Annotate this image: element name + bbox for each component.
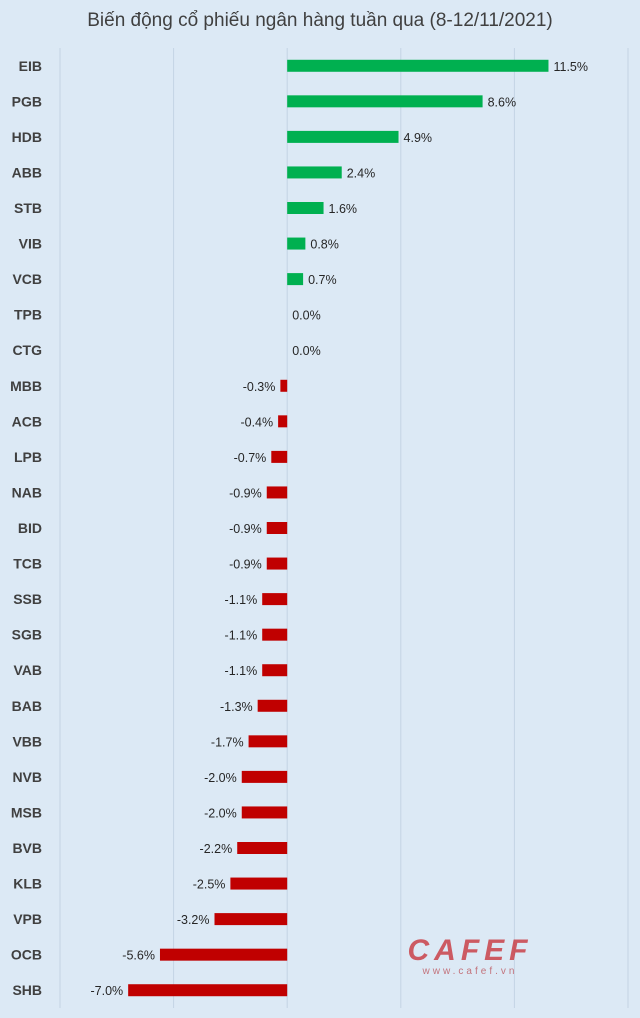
- data-label: 11.5%: [553, 60, 588, 74]
- category-label: KLB: [13, 876, 42, 892]
- data-label: -1.1%: [225, 593, 258, 607]
- data-label: -2.0%: [204, 771, 237, 785]
- category-label: VIB: [19, 236, 42, 252]
- category-label: TPB: [14, 307, 42, 323]
- category-label: CTG: [12, 342, 42, 358]
- category-label: VAB: [13, 662, 42, 678]
- bar: [230, 877, 288, 890]
- category-label: BID: [18, 520, 42, 536]
- bar: [266, 486, 288, 499]
- data-label: -1.1%: [225, 629, 258, 643]
- gridlines: [59, 48, 629, 1008]
- category-label: HDB: [12, 129, 42, 145]
- data-label: 4.9%: [404, 131, 433, 145]
- category-label: VCB: [12, 271, 42, 287]
- category-label: BAB: [12, 698, 42, 714]
- category-label: BVB: [12, 840, 42, 856]
- bar: [257, 699, 288, 712]
- bar: [287, 237, 306, 250]
- category-label: PGB: [12, 93, 42, 109]
- data-label: 8.6%: [488, 95, 517, 109]
- bar: [266, 522, 288, 534]
- data-label: -1.1%: [225, 664, 258, 678]
- category-label: LPB: [14, 449, 42, 465]
- data-label: -0.7%: [234, 451, 267, 465]
- data-label: -3.2%: [177, 913, 210, 927]
- data-label: -2.0%: [204, 806, 237, 820]
- data-label: 0.8%: [310, 238, 339, 252]
- bars: [128, 59, 549, 997]
- bar: [287, 166, 342, 179]
- cafef-watermark: CAFEF www.cafef.vn: [372, 934, 568, 978]
- category-label: ACB: [12, 413, 42, 429]
- data-label: 1.6%: [329, 202, 358, 216]
- category-label: MSB: [11, 804, 42, 820]
- category-label: SGB: [12, 627, 42, 643]
- category-label: NVB: [12, 769, 42, 785]
- bar: [271, 450, 288, 463]
- data-label: -5.6%: [122, 949, 155, 963]
- category-label: SSB: [13, 591, 42, 607]
- chart-title: Biến động cổ phiếu ngân hàng tuần qua (8…: [87, 10, 553, 31]
- watermark-site: www.cafef.vn: [422, 966, 518, 977]
- data-label: -1.7%: [211, 735, 244, 749]
- bar: [128, 984, 288, 997]
- bar: [159, 948, 288, 961]
- bar: [266, 557, 288, 570]
- bar: [287, 273, 304, 286]
- data-label: 0.0%: [292, 344, 321, 358]
- category-label: SHB: [12, 982, 42, 998]
- bar: [237, 842, 288, 854]
- bar: [262, 664, 288, 677]
- data-label: -2.5%: [193, 878, 226, 892]
- bar: [248, 735, 288, 748]
- data-label: 0.0%: [292, 309, 321, 323]
- category-label: NAB: [12, 484, 42, 500]
- data-label: -0.3%: [243, 380, 276, 394]
- data-label: -0.9%: [229, 522, 262, 536]
- bar: [262, 628, 288, 641]
- bar: [287, 95, 483, 108]
- bar: [241, 770, 288, 783]
- bar: [280, 379, 288, 392]
- bar: [241, 806, 288, 819]
- category-label: MBB: [10, 378, 42, 394]
- data-label: 2.4%: [347, 166, 376, 180]
- category-label: VBB: [12, 733, 42, 749]
- data-label: -2.2%: [200, 842, 233, 856]
- data-label: 0.7%: [308, 273, 337, 287]
- data-label: -0.9%: [229, 486, 262, 500]
- category-label: OCB: [11, 947, 42, 963]
- labels: EIB 11.5% PGB 8.6% HDB 4.9% ABB 2.4% STB 1.6% VIB 0…: [10, 58, 588, 998]
- bar: [262, 593, 288, 606]
- category-label: EIB: [19, 58, 42, 74]
- bar: [214, 913, 288, 926]
- data-label: -1.3%: [220, 700, 253, 714]
- data-label: -0.9%: [229, 558, 262, 572]
- bar: [287, 130, 399, 143]
- category-label: ABB: [12, 164, 42, 180]
- data-label: -0.4%: [240, 415, 273, 429]
- data-label: -7.0%: [91, 984, 124, 998]
- watermark-brand: CAFEF: [407, 934, 533, 967]
- category-label: VPB: [13, 911, 42, 927]
- category-label: STB: [14, 200, 42, 216]
- bar: [278, 415, 288, 428]
- bar: [287, 59, 549, 72]
- bar: [287, 202, 324, 214]
- category-label: TCB: [13, 556, 42, 572]
